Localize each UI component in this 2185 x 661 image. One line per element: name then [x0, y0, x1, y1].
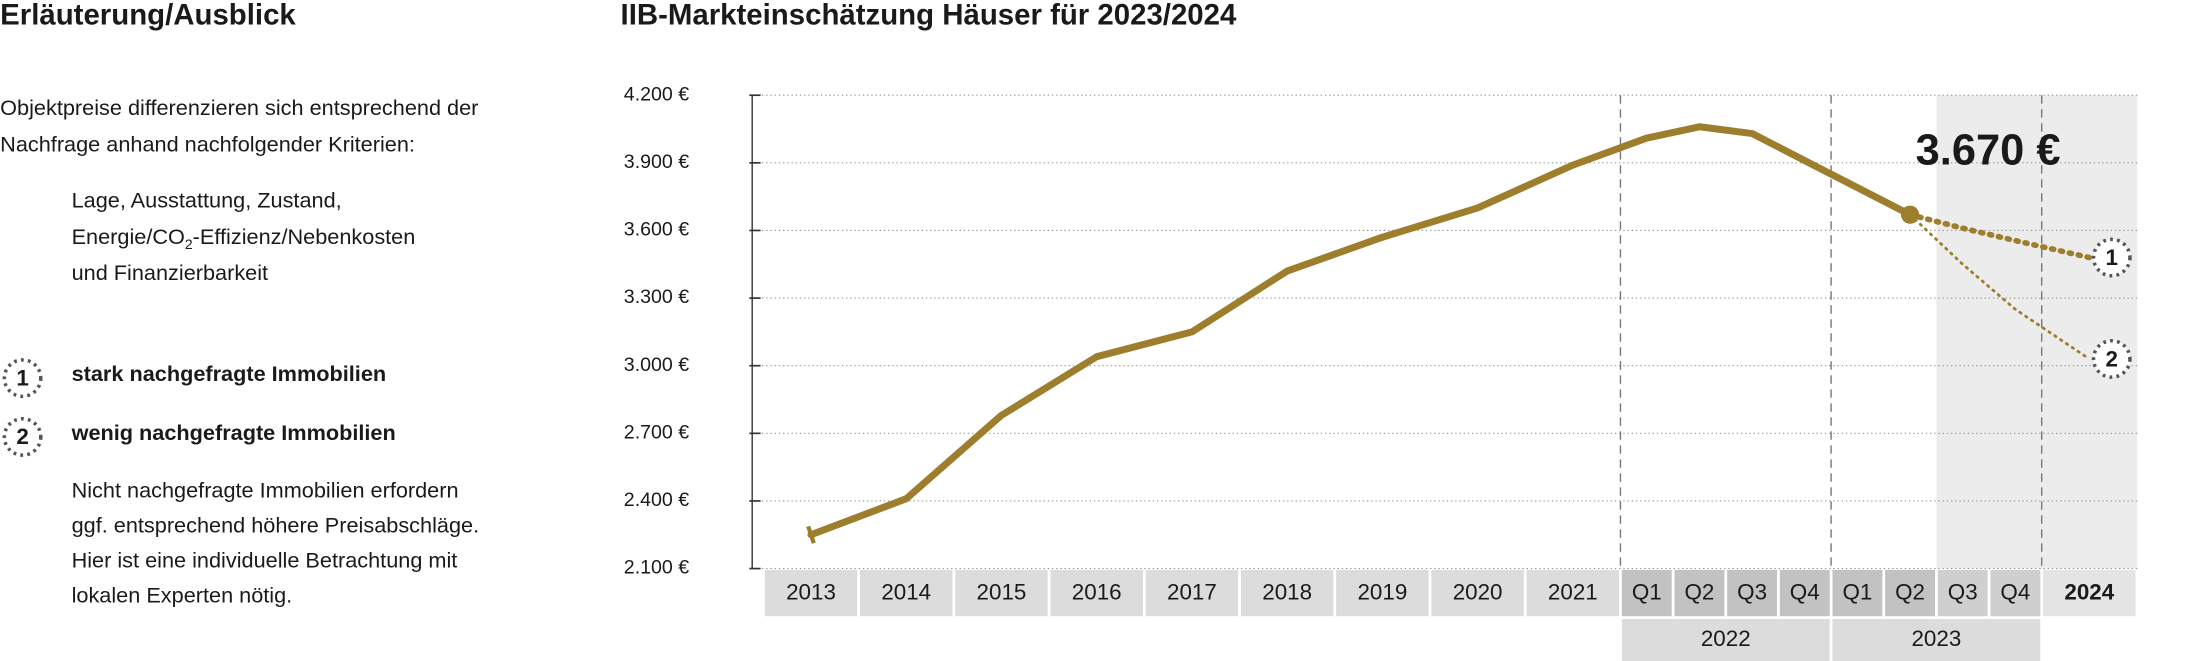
x-tick-label: 2014	[881, 580, 931, 605]
text-part: Energie/CO	[72, 224, 185, 249]
category-cell	[1832, 569, 1883, 617]
category-cell	[1336, 569, 1429, 617]
line-start-cap	[806, 525, 816, 544]
criteria-line: und Finanzierbarkeit	[72, 260, 269, 285]
x-tick-label: 2024	[2064, 580, 2114, 605]
legend-marker-label: 1	[16, 365, 28, 390]
x-tick-label: 2015	[977, 580, 1027, 605]
note-line: lokalen Experten nötig.	[72, 582, 293, 607]
text-part: -Effizienz/Nebenkosten	[193, 224, 416, 249]
end-marker-label: 2	[2106, 346, 2118, 371]
series-line	[807, 123, 1914, 539]
category-cell	[764, 569, 858, 617]
y-tick-label: 3.000 €	[624, 354, 689, 376]
note-line: ggf. entsprechend höhere Preisabschläge.	[72, 512, 480, 537]
legend-marker	[2, 416, 43, 457]
y-tick-label: 4.200 €	[624, 83, 689, 105]
legend-label: stark nachgefragte Immobilien	[72, 361, 387, 386]
series-line	[1908, 213, 2091, 361]
category-cell	[1431, 569, 1524, 617]
series-line	[1907, 211, 2093, 261]
x-tick-label: Q2	[1895, 580, 1925, 605]
x-tick-label: Q3	[1737, 580, 1767, 605]
x-tick-label: Q4	[2000, 580, 2030, 605]
y-tick-label: 2.700 €	[624, 422, 689, 444]
category-cell	[1674, 569, 1725, 617]
legend-marker	[2, 358, 43, 399]
category-cell	[1145, 569, 1239, 617]
category-cell	[955, 569, 1048, 617]
subscript: 2	[185, 236, 193, 252]
y-tick-label: 3.900 €	[624, 151, 689, 173]
y-tick-label: 2.400 €	[624, 489, 689, 511]
y-tick-label: 3.300 €	[624, 286, 689, 308]
value-label: 3.670 €	[1916, 127, 2061, 175]
intro-line: Nachfrage anhand nachfolgender Kriterien…	[0, 131, 415, 156]
x-tick-label: 2019	[1357, 580, 1407, 605]
category-cell	[1050, 569, 1143, 617]
category-cell	[1990, 569, 2041, 617]
category-cell	[1240, 569, 1334, 617]
intro-line: Objektpreise differenzieren sich entspre…	[0, 95, 478, 120]
category-cell	[2043, 569, 2136, 617]
category-cell	[1885, 569, 1935, 617]
group-label: 2023	[1911, 626, 1961, 651]
x-tick-label: 2018	[1262, 580, 1312, 605]
x-tick-label: Q4	[1790, 580, 1820, 605]
note-line: Hier ist eine individuelle Betrachtung m…	[72, 547, 458, 572]
x-tick-label: 2017	[1167, 580, 1217, 605]
category-cell	[860, 569, 953, 617]
end-marker	[2091, 237, 2132, 278]
x-tick-label: Q1	[1842, 580, 1872, 605]
legend-label: wenig nachgefragte Immobilien	[71, 420, 396, 445]
x-tick-label: 2020	[1453, 580, 1503, 605]
x-tick-label: 2021	[1548, 580, 1598, 605]
criteria-line: Lage, Ausstattung, Zustand,	[72, 187, 342, 212]
end-marker-label: 1	[2106, 245, 2118, 270]
panel-title: Erläuterung/Ausblick	[0, 0, 296, 32]
x-tick-label: Q3	[1948, 580, 1978, 605]
y-tick-label: 2.100 €	[624, 557, 689, 579]
chart-title: IIB-Markteinschätzung Häuser für 2023/20…	[621, 0, 1237, 32]
forecast-shading	[1936, 95, 2138, 569]
x-tick-label: Q1	[1632, 580, 1662, 605]
group-label: 2022	[1701, 626, 1751, 651]
category-cell	[1937, 569, 1988, 617]
group-cell	[1621, 618, 1830, 661]
category-cell	[1779, 569, 1830, 617]
legend-marker-label: 2	[16, 424, 28, 449]
category-cell	[1621, 569, 1672, 617]
note-line: Nicht nachgefragte Immobilien erfordern	[72, 477, 459, 502]
x-tick-label: Q2	[1685, 580, 1715, 605]
y-tick-label: 3.600 €	[624, 219, 689, 241]
x-tick-label: 2016	[1072, 580, 1122, 605]
group-cell	[1832, 618, 2041, 661]
end-marker	[2091, 338, 2132, 379]
category-cell	[1526, 569, 1620, 617]
criteria-line: Energie/CO2-Effizienz/Nebenkosten	[72, 224, 416, 252]
x-tick-label: 2013	[786, 580, 836, 605]
category-cell	[1727, 569, 1778, 617]
